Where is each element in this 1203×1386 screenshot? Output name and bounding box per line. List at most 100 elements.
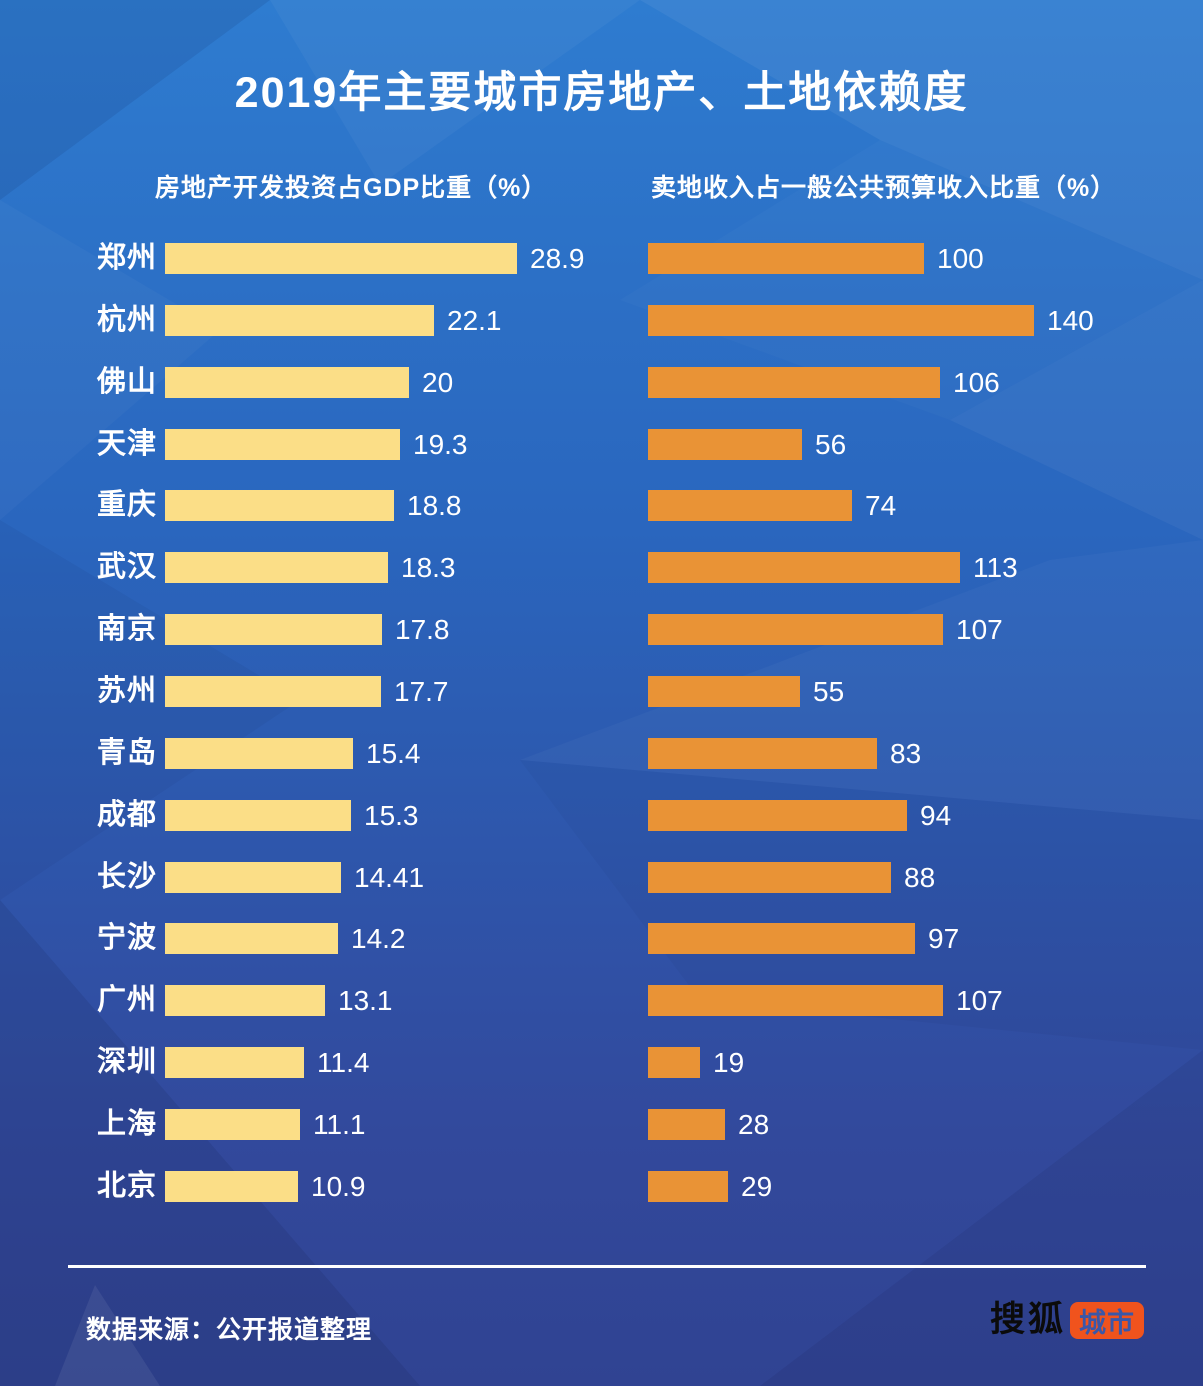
sohu-city-logo: 搜狐 城市 [990,1300,1145,1340]
land-revenue-bar [648,614,943,645]
chart-row: 青岛 15.4 83 [0,738,1203,769]
land-revenue-bar [648,923,915,954]
gdp-share-value: 22.1 [447,305,502,336]
gdp-share-bar [165,985,325,1016]
chart-row: 深圳 11.4 19 [0,1047,1203,1078]
city-label: 佛山 [96,366,157,398]
chart-row: 宁波 14.2 97 [0,923,1203,954]
gdp-share-bar [165,1047,304,1078]
land-revenue-value: 113 [973,552,1018,583]
land-revenue-bar [648,1171,728,1202]
city-label: 广州 [96,984,157,1016]
chart-row: 郑州 28.9 100 [0,243,1203,274]
chart-row: 成都 15.3 94 [0,800,1203,831]
land-revenue-value: 100 [937,243,984,274]
land-revenue-bar [648,490,852,521]
land-revenue-value: 56 [815,429,847,460]
land-revenue-value: 140 [1047,305,1094,336]
land-revenue-value: 107 [956,614,1003,645]
city-label: 深圳 [96,1046,157,1078]
land-revenue-value: 28 [738,1109,770,1140]
city-label: 青岛 [96,737,157,769]
gdp-share-bar [165,614,382,645]
land-revenue-bar [648,1109,725,1140]
city-label: 武汉 [96,551,157,583]
land-revenue-value: 74 [865,490,897,521]
chart-row: 天津 19.3 56 [0,429,1203,460]
gdp-share-value: 13.1 [338,985,393,1016]
land-revenue-value: 106 [953,367,1000,398]
chart-row: 苏州 17.7 55 [0,676,1203,707]
land-revenue-bar [648,552,960,583]
land-revenue-bar [648,985,943,1016]
city-label: 南京 [96,613,157,645]
gdp-share-value: 17.8 [395,614,450,645]
gdp-share-bar [165,490,394,521]
land-revenue-value: 29 [741,1171,773,1202]
gdp-share-value: 15.4 [366,738,421,769]
city-label: 北京 [96,1170,157,1202]
city-label: 郑州 [96,242,157,274]
land-revenue-value: 107 [956,985,1003,1016]
right-column-header: 卖地收入占一般公共预算收入比重（%） [651,174,1117,202]
land-revenue-value: 83 [890,738,922,769]
city-label: 天津 [96,428,157,460]
city-label: 杭州 [96,304,157,336]
gdp-share-bar [165,552,388,583]
gdp-share-bar [165,676,381,707]
chart-row: 杭州 22.1 140 [0,305,1203,336]
land-revenue-bar [648,800,907,831]
gdp-share-value: 15.3 [364,800,419,831]
land-revenue-value: 88 [904,862,936,893]
gdp-share-value: 17.7 [394,676,449,707]
chart-row: 广州 13.1 107 [0,985,1203,1016]
land-revenue-bar [648,1047,700,1078]
page-title: 2019年主要城市房地产、土地依赖度 [234,69,969,117]
land-revenue-bar [648,738,877,769]
land-revenue-bar [648,676,800,707]
city-label: 长沙 [96,861,157,893]
gdp-share-bar [165,923,338,954]
city-label: 苏州 [96,675,157,707]
land-revenue-value: 55 [813,676,845,707]
chart-row: 长沙 14.41 88 [0,862,1203,893]
gdp-share-value: 14.41 [354,862,425,893]
left-column-header: 房地产开发投资占GDP比重（%） [155,174,548,202]
gdp-share-bar [165,1109,300,1140]
gdp-share-value: 11.4 [317,1047,370,1078]
footer-divider [68,1265,1146,1268]
gdp-share-bar [165,738,353,769]
gdp-share-value: 11.1 [313,1109,366,1140]
gdp-share-bar [165,1171,298,1202]
land-revenue-value: 19 [713,1047,745,1078]
city-label: 成都 [96,799,157,831]
gdp-share-value: 14.2 [351,923,406,954]
chart-row: 南京 17.8 107 [0,614,1203,645]
gdp-share-value: 28.9 [530,243,585,274]
gdp-share-bar [165,429,400,460]
gdp-share-bar [165,367,409,398]
city-label: 宁波 [96,922,157,954]
data-source-note: 数据来源：公开报道整理 [86,1316,373,1344]
land-revenue-value: 94 [920,800,952,831]
chart-rows: 郑州 28.9 100 杭州 22.1 140 佛山 20 106 天津 19.3 56 重庆 18.8 7… [0,243,1203,1208]
land-revenue-bar [648,243,924,274]
land-revenue-bar [648,429,802,460]
gdp-share-value: 18.8 [407,490,462,521]
city-label: 重庆 [96,489,157,521]
gdp-share-value: 18.3 [401,552,456,583]
chart-row: 武汉 18.3 113 [0,552,1203,583]
gdp-share-value: 10.9 [311,1171,366,1202]
chart-row: 上海 11.1 28 [0,1109,1203,1140]
gdp-share-bar [165,243,517,274]
gdp-share-bar [165,800,351,831]
logo-city-badge: 城市 [1070,1301,1145,1339]
gdp-share-value: 19.3 [413,429,468,460]
gdp-share-bar [165,862,341,893]
city-label: 上海 [96,1108,157,1140]
land-revenue-bar [648,305,1034,336]
gdp-share-bar [165,305,434,336]
chart-row: 佛山 20 106 [0,367,1203,398]
land-revenue-bar [648,367,940,398]
